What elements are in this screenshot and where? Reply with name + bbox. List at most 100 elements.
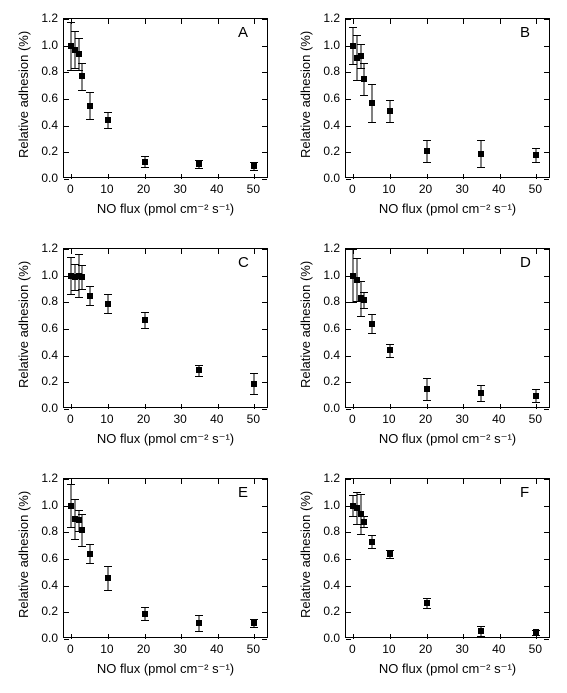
y-tick-label: 0.4	[315, 578, 340, 592]
data-marker	[87, 293, 93, 299]
data-marker	[369, 100, 375, 106]
x-axis-label: NO flux (pmol cm⁻² s⁻¹)	[63, 431, 268, 447]
x-tick-label: 40	[210, 642, 223, 656]
x-tick-label: 0	[67, 182, 74, 196]
panel-a: Relative adhesion (%)NO flux (pmol cm⁻² …	[8, 8, 278, 223]
x-tick-label: 10	[100, 182, 113, 196]
data-marker	[387, 551, 393, 557]
y-tick-label: 0.6	[315, 551, 340, 565]
y-tick-label: 0.8	[315, 294, 340, 308]
y-tick-label: 1.2	[315, 471, 340, 485]
y-tick-label: 0.2	[33, 144, 58, 158]
y-tick-label: 1.2	[315, 11, 340, 25]
x-tick-label: 40	[210, 182, 223, 196]
y-tick-label: 0.8	[33, 64, 58, 78]
x-tick-label: 0	[67, 642, 74, 656]
data-marker	[478, 390, 484, 396]
panel-d: Relative adhesion (%)NO flux (pmol cm⁻² …	[290, 238, 560, 453]
y-tick-label: 1.0	[33, 268, 58, 282]
x-tick-label: 0	[349, 182, 356, 196]
y-tick-label: 0.4	[315, 118, 340, 132]
data-marker	[79, 527, 85, 533]
y-tick-label: 0.4	[33, 348, 58, 362]
panel-label: C	[238, 254, 249, 271]
x-tick-label: 50	[247, 642, 260, 656]
x-axis-label: NO flux (pmol cm⁻² s⁻¹)	[345, 431, 550, 447]
x-tick-label: 30	[173, 642, 186, 656]
panel-label: F	[520, 484, 529, 501]
data-marker	[76, 517, 82, 523]
y-tick-label: 0.4	[33, 578, 58, 592]
data-marker	[369, 539, 375, 545]
x-tick-label: 30	[455, 182, 468, 196]
data-marker	[361, 297, 367, 303]
y-tick-label: 1.2	[33, 471, 58, 485]
panel-label: D	[520, 254, 531, 271]
data-marker	[142, 611, 148, 617]
y-tick-label: 0.0	[33, 401, 58, 415]
x-axis-label: NO flux (pmol cm⁻² s⁻¹)	[345, 201, 550, 217]
y-tick-label: 0.0	[33, 631, 58, 645]
data-marker	[424, 148, 430, 154]
x-tick-label: 10	[382, 412, 395, 426]
panel-f: Relative adhesion (%) NO flux (pmol cm⁻² …	[290, 468, 560, 683]
data-marker	[105, 301, 111, 307]
y-axis-label: Relative adhesion (%)	[16, 261, 31, 388]
y-tick-label: 1.0	[33, 498, 58, 512]
y-tick-label: 1.0	[33, 38, 58, 52]
y-tick-label: 0.6	[315, 321, 340, 335]
y-axis-label: Relative adhesion (%)	[298, 491, 313, 618]
figure-grid: Relative adhesion (%) NO flux (pmol cm⁻² …	[0, 0, 567, 693]
panel-label: E	[238, 484, 248, 501]
x-tick-label: 30	[455, 412, 468, 426]
y-tick-label: 1.2	[33, 11, 58, 25]
y-tick-label: 0.6	[33, 91, 58, 105]
data-marker	[76, 51, 82, 57]
data-marker	[361, 76, 367, 82]
data-marker	[87, 103, 93, 109]
y-tick-label: 0.0	[315, 631, 340, 645]
y-tick-label: 0.4	[33, 118, 58, 132]
data-marker	[533, 629, 539, 635]
x-tick-label: 40	[492, 412, 505, 426]
x-tick-label: 50	[529, 412, 542, 426]
panel-label: B	[520, 24, 530, 41]
x-tick-label: 30	[455, 642, 468, 656]
y-tick-label: 0.8	[315, 64, 340, 78]
x-axis-label: NO flux (pmol cm⁻² s⁻¹)	[345, 661, 550, 677]
x-axis-label: NO flux (pmol cm⁻² s⁻¹)	[63, 661, 268, 677]
panel-e: Relative adhesion (%)NO flux (pmol cm⁻² …	[8, 468, 278, 683]
plot-area	[63, 18, 268, 178]
y-tick-label: 0.6	[315, 91, 340, 105]
x-tick-label: 50	[529, 642, 542, 656]
x-tick-label: 40	[492, 642, 505, 656]
x-tick-label: 10	[382, 182, 395, 196]
data-marker	[251, 381, 257, 387]
y-tick-label: 1.0	[315, 498, 340, 512]
plot-area	[345, 478, 550, 638]
y-tick-label: 0.0	[315, 171, 340, 185]
y-tick-label: 0.2	[33, 374, 58, 388]
x-axis-label: NO flux (pmol cm⁻² s⁻¹)	[63, 201, 268, 217]
data-marker	[142, 159, 148, 165]
y-tick-label: 1.0	[315, 38, 340, 52]
x-tick-label: 0	[349, 412, 356, 426]
x-tick-label: 0	[349, 642, 356, 656]
plot-area	[345, 18, 550, 178]
y-axis-label: Relative adhesion (%)	[298, 31, 313, 158]
plot-area	[63, 478, 268, 638]
data-marker	[369, 321, 375, 327]
data-marker	[478, 628, 484, 634]
x-tick-label: 40	[492, 182, 505, 196]
data-marker	[361, 519, 367, 525]
data-marker	[68, 503, 74, 509]
data-marker	[251, 163, 257, 169]
data-marker	[424, 600, 430, 606]
y-tick-label: 0.0	[33, 171, 58, 185]
data-marker	[105, 117, 111, 123]
y-tick-label: 0.2	[315, 374, 340, 388]
y-tick-label: 0.8	[33, 294, 58, 308]
data-marker	[196, 620, 202, 626]
x-tick-label: 30	[173, 182, 186, 196]
x-tick-label: 10	[382, 642, 395, 656]
